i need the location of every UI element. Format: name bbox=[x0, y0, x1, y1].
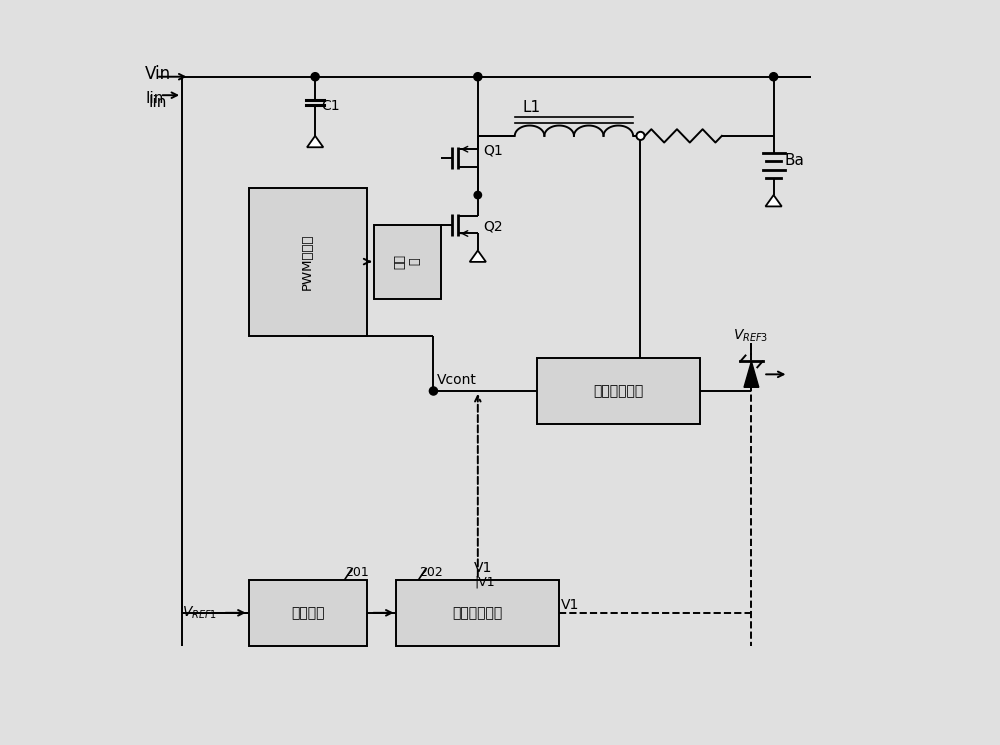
Text: C1: C1 bbox=[321, 99, 340, 113]
Polygon shape bbox=[765, 195, 782, 206]
FancyBboxPatch shape bbox=[537, 358, 700, 424]
Circle shape bbox=[429, 387, 438, 395]
Text: 电流调节电路: 电流调节电路 bbox=[453, 606, 503, 620]
FancyBboxPatch shape bbox=[249, 188, 367, 335]
Text: $V_{REF1}$: $V_{REF1}$ bbox=[182, 604, 217, 621]
Text: 电流控制环路: 电流控制环路 bbox=[593, 384, 643, 398]
Text: Q1: Q1 bbox=[484, 143, 503, 157]
Text: V1: V1 bbox=[561, 598, 580, 612]
Text: PWM控制器: PWM控制器 bbox=[301, 233, 314, 290]
Text: Q2: Q2 bbox=[484, 220, 503, 233]
FancyBboxPatch shape bbox=[396, 580, 559, 646]
Circle shape bbox=[474, 191, 482, 199]
Text: L1: L1 bbox=[522, 101, 540, 115]
Text: Ba: Ba bbox=[785, 153, 805, 168]
Text: 201: 201 bbox=[345, 566, 368, 579]
Circle shape bbox=[311, 73, 319, 80]
Text: 比较电路: 比较电路 bbox=[291, 606, 324, 620]
Text: 202: 202 bbox=[419, 566, 442, 579]
Text: 驱动
器: 驱动 器 bbox=[394, 254, 422, 269]
Text: Iin: Iin bbox=[145, 91, 163, 106]
Text: Vcont: Vcont bbox=[437, 372, 477, 387]
Polygon shape bbox=[307, 136, 323, 148]
Circle shape bbox=[636, 132, 645, 140]
Text: |V1: |V1 bbox=[474, 575, 495, 589]
Polygon shape bbox=[744, 361, 759, 387]
Text: $V_{REF3}$: $V_{REF3}$ bbox=[733, 327, 768, 343]
Text: Vin: Vin bbox=[145, 65, 171, 83]
FancyBboxPatch shape bbox=[249, 580, 367, 646]
Circle shape bbox=[770, 73, 778, 80]
Text: V1: V1 bbox=[474, 561, 492, 575]
Circle shape bbox=[474, 73, 482, 80]
FancyBboxPatch shape bbox=[374, 224, 441, 299]
Text: Iin: Iin bbox=[149, 95, 167, 110]
Polygon shape bbox=[470, 250, 486, 262]
